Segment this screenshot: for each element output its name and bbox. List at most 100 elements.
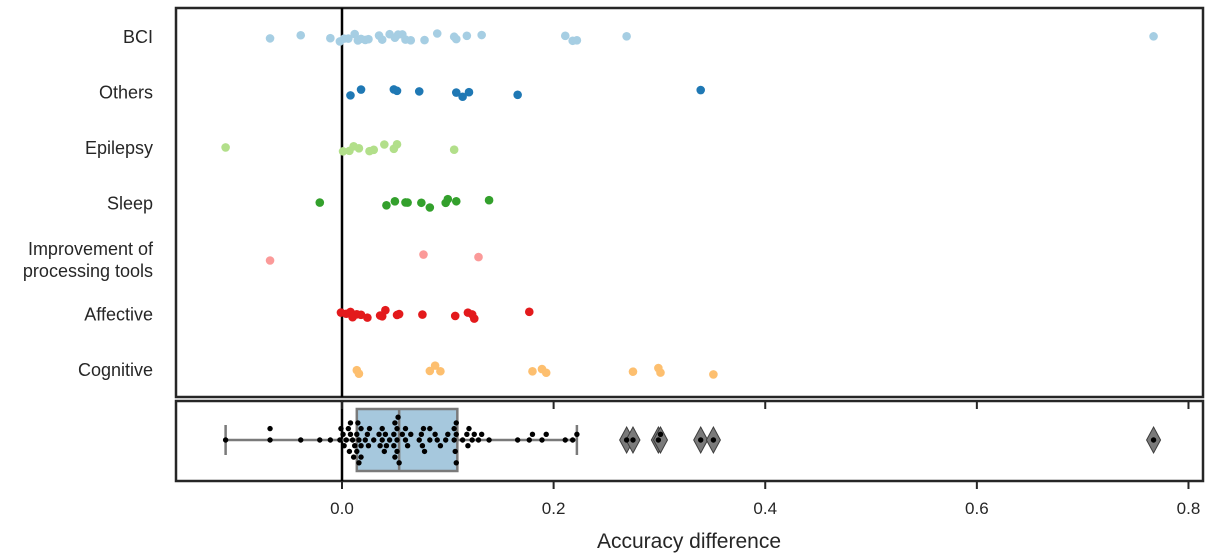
strip-point — [450, 311, 460, 321]
swarm-point — [355, 420, 361, 426]
x-tick-label: 0.2 — [542, 499, 566, 518]
swarm-point — [349, 437, 356, 443]
strip-point — [265, 256, 275, 265]
swarm-point — [356, 460, 362, 466]
strip-point — [458, 92, 467, 102]
swarm-point — [543, 431, 549, 437]
swarm-point — [471, 431, 477, 437]
swarm-point — [346, 448, 353, 455]
swarm-point — [376, 431, 382, 437]
strip-point — [382, 200, 391, 210]
swarm-point — [451, 437, 457, 443]
strip-point — [528, 367, 537, 376]
swarm-point — [382, 431, 389, 437]
swarm-point — [569, 437, 576, 443]
swarm-point — [222, 437, 229, 443]
category-label: Others — [99, 83, 153, 103]
box-plot-frame — [174, 399, 1205, 483]
category-label: Improvement of processing tools — [23, 239, 154, 281]
strip-point — [354, 144, 364, 153]
strip-point — [449, 145, 459, 155]
swarm-point — [383, 443, 390, 449]
swarm-point — [404, 443, 411, 449]
swarm-point — [362, 437, 368, 443]
swarm-point — [453, 420, 459, 426]
swarm-point — [365, 443, 372, 449]
swarm-point — [358, 454, 364, 460]
strip-point — [338, 147, 348, 156]
swarm-point — [386, 437, 393, 443]
strip-plot-frame — [174, 6, 1205, 399]
swarm-point — [445, 431, 451, 437]
strip-point — [443, 194, 453, 204]
swarm-point — [354, 431, 360, 437]
swarm-point — [402, 425, 409, 432]
swarm-point — [657, 431, 664, 437]
strip-point — [418, 310, 427, 319]
strip-point — [436, 366, 445, 376]
swarm-point — [347, 420, 354, 426]
strip-point — [477, 30, 486, 40]
swarm-point — [381, 448, 388, 455]
swarm-point — [464, 431, 470, 437]
strip-point — [628, 367, 638, 376]
swarm-point — [298, 437, 304, 443]
strip-point — [356, 85, 366, 94]
swarm-point — [358, 425, 364, 432]
swarm-point — [416, 437, 422, 443]
strip-plot-panel: BCI Others Epilepsy Sleep Improvement of proc… — [23, 6, 1205, 399]
strip-point — [380, 140, 389, 149]
strip-point — [403, 198, 412, 207]
swarm-point — [418, 431, 425, 437]
swarm-point — [267, 437, 273, 443]
strip-point — [709, 370, 718, 379]
strip-point — [425, 203, 435, 212]
strip-point — [419, 250, 428, 259]
swarm-point — [432, 431, 438, 437]
strip-point — [414, 87, 424, 96]
swarm-point — [574, 431, 580, 437]
strip-point — [656, 368, 665, 377]
swarm-point — [526, 437, 532, 443]
strip-point — [425, 366, 435, 376]
swarm-point — [377, 443, 383, 449]
strip-point — [524, 307, 534, 317]
swarm-point — [427, 437, 433, 443]
swarm-point — [539, 437, 545, 443]
strip-point — [354, 369, 364, 378]
swarm-point — [402, 437, 409, 443]
swarm-point — [396, 460, 402, 466]
swarm-point — [420, 425, 427, 432]
swarm-point — [514, 437, 521, 443]
strip-point — [451, 196, 461, 206]
swarm-point — [469, 437, 475, 443]
strip-point — [622, 31, 631, 41]
swarm-point — [408, 431, 414, 437]
swarm-point — [1150, 437, 1157, 443]
strip-point — [350, 29, 359, 39]
swarm-point — [710, 437, 717, 443]
strip-point — [296, 30, 306, 40]
category-label: Epilepsy — [85, 138, 153, 158]
strip-point — [377, 35, 387, 44]
swarm-point — [399, 431, 406, 437]
x-tick-label: 0.6 — [965, 499, 989, 518]
swarm-point — [427, 425, 433, 432]
swarm-point — [343, 437, 349, 443]
swarm-point — [437, 443, 444, 449]
strip-point — [326, 33, 335, 43]
strip-point — [1149, 32, 1158, 41]
x-tick-label: 0.4 — [753, 499, 777, 518]
category-label: Cognitive — [78, 360, 153, 380]
swarm-point — [364, 431, 371, 437]
swarm-point — [434, 437, 440, 443]
strip-point — [451, 88, 461, 97]
strip-point — [364, 34, 373, 44]
strip-point — [474, 252, 483, 262]
swarm-point — [391, 431, 397, 437]
swarm-point — [395, 414, 401, 420]
swarm-point — [421, 448, 428, 455]
strip-point — [265, 34, 275, 43]
swarm-point — [356, 437, 362, 443]
strip-point — [406, 36, 416, 45]
